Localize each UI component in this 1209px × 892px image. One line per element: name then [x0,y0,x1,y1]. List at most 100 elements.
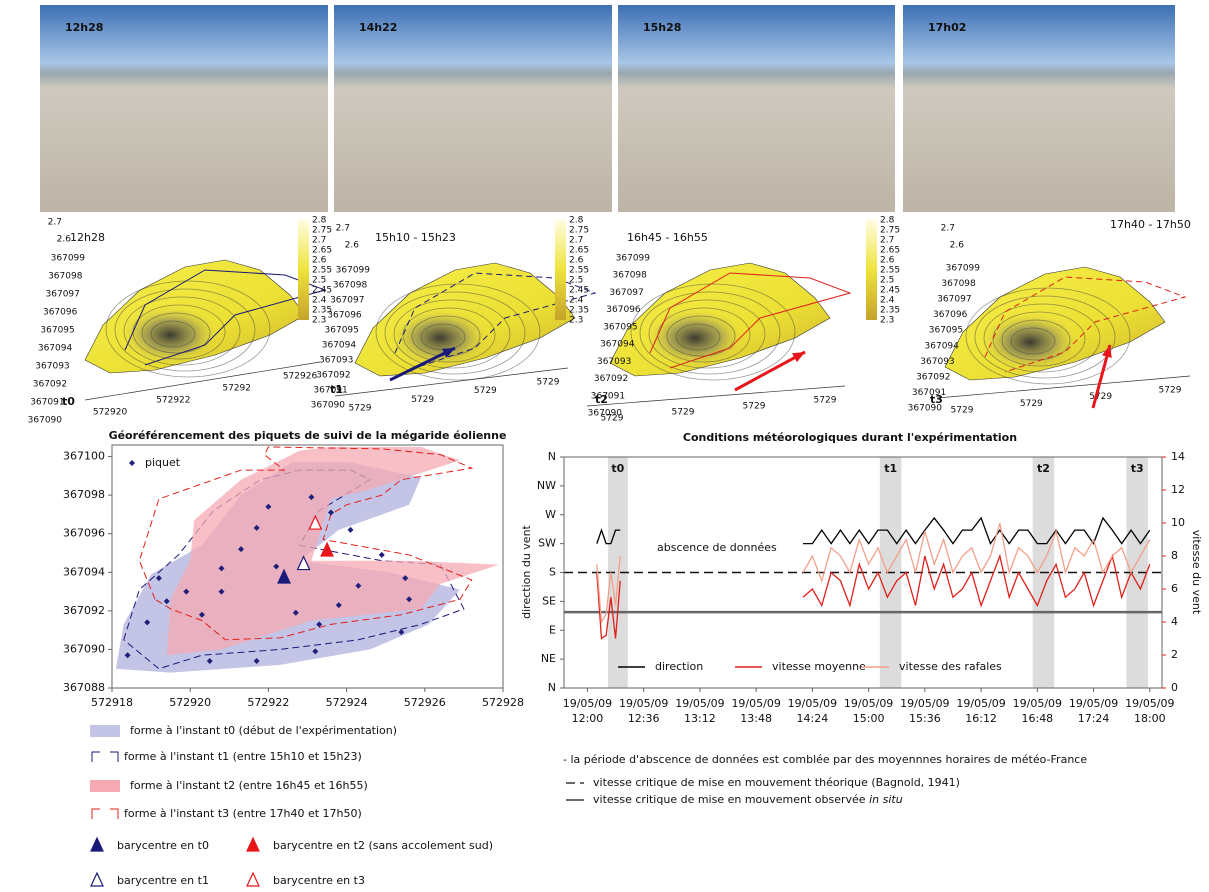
x-tick-label: 572924 [326,696,368,709]
colorbar [555,220,566,320]
surface-y-tick: 367094 [600,340,635,350]
contour [375,283,541,381]
piquet [183,588,190,595]
colorbar-tick: 2.6 [880,256,895,266]
contour [983,303,1101,373]
x-tick-label: 19/05/09 14:24 [788,697,837,725]
colorbar-tick: 2.65 [880,246,900,256]
legend-label: barycentre en t2 (sans accolement sud) [273,839,493,852]
colorbar-tick: 2.6 [569,256,584,266]
legend-label: barycentre en t1 [117,874,209,887]
series-line [596,522,1151,625]
piquet [273,563,280,570]
band-label: t0 [611,462,624,475]
legend-label: piquet [145,456,181,469]
wind-arrow [734,350,806,392]
legend-label: forme à l'instant t3 (entre 17h40 et 17h… [124,807,362,820]
surface-z-tick: 2.7 [336,224,350,234]
colorbar-tick: 2.8 [569,216,584,226]
y-tick-label: SW [538,537,556,550]
axis-line [334,367,569,397]
surface-y-tick: 367095 [929,326,963,336]
colorbar-tick: 2.3 [569,316,583,326]
y-tick-label: SE [542,594,556,607]
surface-x-tick: 5729 [474,386,497,396]
photo-label: 17h02 [928,21,966,34]
wind-arrow [389,346,456,382]
legend-label: forme à l'instant t0 (début de l'expérim… [130,724,397,737]
surface-y-tick: 367090 [28,416,63,426]
legend-swatch [90,725,120,737]
contour [639,291,781,375]
surface-y-tick: 367096 [933,310,968,320]
y2-tick-label: 10 [1171,516,1185,529]
y-tick-label: S [549,566,556,579]
photo-label: 14h22 [359,21,397,34]
band-label: t1 [884,462,897,475]
surface-y-tick: 367092 [33,380,67,390]
piquet [265,503,272,510]
surface-y-tick: 367095 [603,322,637,332]
colorbar-tick: 2.75 [312,226,332,236]
surface-y-tick: 367098 [48,272,83,282]
photo-label: 15h28 [643,21,681,34]
colorbar-tick: 2.75 [880,226,900,236]
contour [150,320,196,348]
surface-y-tick: 367091 [313,386,347,396]
y2-tick-label: 0 [1171,681,1178,694]
x-tick-label: 19/05/09 12:36 [619,697,668,725]
surface-tag: t0 [62,395,75,408]
surface-x-tick: 5729 [601,414,624,424]
surface-y-tick: 367093 [920,357,954,367]
surface-x-tick: 5729 [411,395,434,405]
surface-x-tick: 5729 [672,408,695,418]
y2-tick-label: 6 [1171,582,1178,595]
contour [666,315,736,357]
surface-z-tick: 2.7 [48,218,62,228]
legend-swatch [91,808,119,819]
x-tick-label: 19/05/09 15:00 [844,697,893,725]
chart-title: Conditions météorologiques durant l'expé… [683,431,1017,444]
surface-z-tick: 2.6 [57,235,72,245]
colorbar-tick: 2.4 [880,296,895,306]
surface-x-tick: 5729 [1159,386,1182,396]
legend-label: forme à l'instant t2 (entre 16h45 et 16h… [130,779,368,792]
piquet [335,602,342,609]
x-tick-label: 572918 [91,696,133,709]
contour [393,299,511,369]
piquet [347,526,354,533]
y2-tick-label: 4 [1171,615,1178,628]
surface-tag: t3 [930,393,943,406]
legend-label: direction [655,660,703,673]
surface-z-tick: 2.7 [941,224,955,234]
piquet [253,658,260,664]
legend-label: barycentre en t3 [273,874,365,887]
contour [630,283,796,381]
legend-label: vitesse moyenne [772,660,866,673]
y-tick-label: 367092 [63,604,105,617]
x-tick-label: 572926 [404,696,446,709]
surface-x-tick: 5729 [1089,392,1112,402]
colorbar-tick: 2.55 [312,266,332,276]
colorbar-tick: 2.35 [312,306,332,316]
series-line [596,516,1151,546]
surface-z-tick: 2.6 [950,241,965,251]
colorbar-tick: 2.5 [569,276,583,286]
y-tick-label: 367090 [63,642,105,655]
colorbar [866,220,877,320]
x-tick-label: 572920 [169,696,211,709]
band-label: t2 [1037,462,1050,475]
contour [402,307,496,363]
piquet [206,658,213,664]
piquet [378,551,385,558]
surface-y-tick: 367099 [51,254,86,264]
surface-y-tick: 367094 [925,341,960,351]
band-label: t3 [1131,462,1144,475]
colorbar-tick: 2.35 [569,306,589,316]
piquet [292,609,299,616]
piquet [218,565,225,572]
outline [649,272,852,369]
piquet [355,582,362,589]
x-tick-label: 19/05/09 13:12 [675,697,724,725]
colorbar-tick: 2.35 [880,306,900,316]
